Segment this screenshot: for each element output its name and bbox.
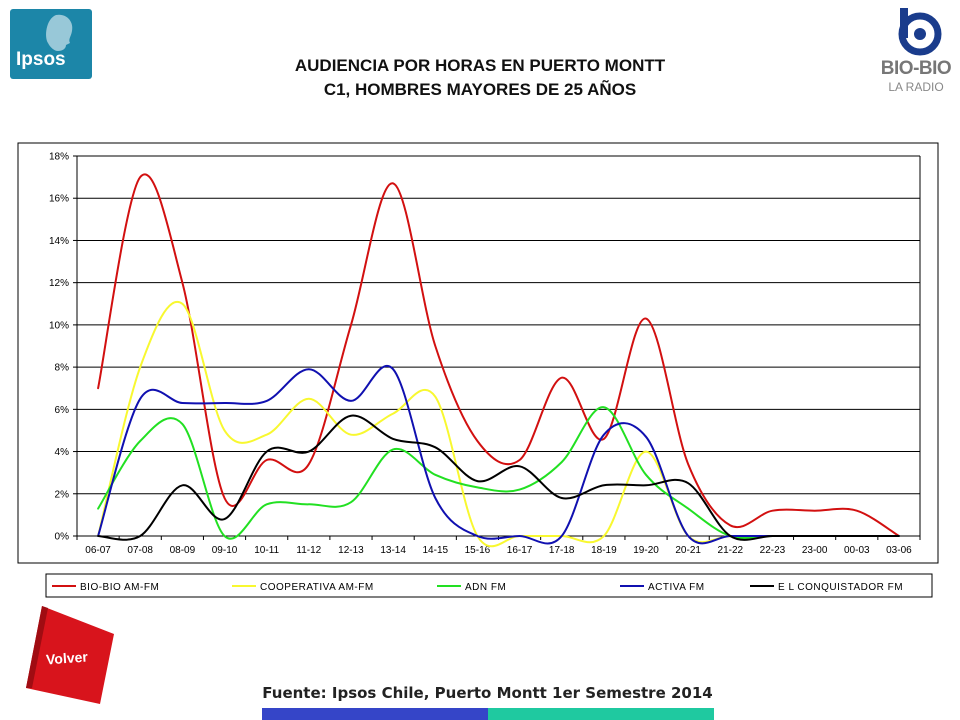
series-line-5: [97, 414, 900, 541]
y-tick-label: 14%: [49, 236, 69, 247]
series-line-1: [97, 173, 900, 537]
y-tick-label: 4%: [55, 447, 70, 458]
volver-label: Volver: [45, 648, 89, 668]
legend-label: ACTIVA FM: [648, 582, 705, 593]
biobio-logo: BIO-BIO LA RADIO: [878, 6, 954, 100]
ipsos-logo-text: Ipsos: [16, 49, 66, 70]
x-tick-label: 14-15: [422, 545, 448, 556]
legend-label: ADN FM: [465, 582, 506, 593]
series-line-4: [97, 365, 900, 545]
x-tick-label: 07-08: [127, 545, 153, 556]
x-tick-label: 18-19: [591, 545, 617, 556]
x-tick-label: 19-20: [633, 545, 659, 556]
chart-title-line1: AUDIENCIA POR HORAS EN PUERTO MONTT: [294, 56, 666, 75]
audience-line-chart: 0% 2% 4% 6% 8% 10% 12% 14% 16% 18% 06-07 07-08 08-09…: [17, 142, 939, 598]
volver-button[interactable]: Volver: [26, 606, 114, 704]
x-tick-label: 11-12: [296, 545, 321, 556]
source-note: Fuente: Ipsos Chile, Puerto Montt 1er Se…: [262, 684, 713, 702]
x-tick-label: 20-21: [675, 545, 701, 556]
footer-bar-blue: [262, 708, 488, 720]
biobio-logo-name: BIO-BIO: [880, 58, 952, 79]
biobio-b-icon: [898, 8, 942, 56]
legend-label: COOPERATIVA AM-FM: [260, 582, 374, 593]
legend-label: E L CONQUISTADOR FM: [778, 582, 903, 593]
y-tick-label: 10%: [49, 320, 69, 331]
legend-box: [45, 573, 933, 598]
y-tick-label: 0%: [55, 532, 70, 543]
volver-shape-icon: [26, 606, 114, 704]
x-tick-label: 15-16: [465, 545, 491, 556]
x-tick-label: 09-10: [212, 545, 238, 556]
x-tick-label: 03-06: [886, 545, 912, 556]
y-tick-label: 16%: [49, 194, 69, 205]
biobio-logo-sub: LA RADIO: [888, 80, 944, 94]
y-tick-label: 6%: [55, 405, 70, 416]
y-tick-label: 18%: [49, 152, 69, 163]
y-tick-label: 8%: [55, 363, 70, 374]
x-tick-label: 21-22: [718, 545, 744, 556]
x-tick-label: 12-13: [338, 545, 364, 556]
x-tick-label: 08-09: [170, 545, 196, 556]
y-tick-label: 12%: [49, 278, 69, 289]
x-tick-label: 06-07: [85, 545, 111, 556]
x-tick-label: 16-17: [507, 545, 533, 556]
x-tick-label: 10-11: [254, 545, 279, 556]
x-tick-label: 13-14: [380, 545, 406, 556]
footer-bar-teal: [488, 708, 714, 720]
ipsos-logo: Ipsos: [10, 9, 92, 79]
x-tick-label: 22-23: [760, 545, 786, 556]
chart-title-line2: C1, HOMBRES MAYORES DE 25 AÑOS: [323, 80, 637, 99]
legend-label: BIO-BIO AM-FM: [80, 582, 159, 593]
x-tick-label: 23-00: [802, 545, 828, 556]
chart-outer-border: [17, 142, 939, 564]
y-tick-label: 2%: [55, 489, 70, 500]
x-tick-label: 00-03: [844, 545, 870, 556]
ipsos-profile-icon: [46, 14, 73, 51]
x-tick-label: 17-18: [549, 545, 575, 556]
